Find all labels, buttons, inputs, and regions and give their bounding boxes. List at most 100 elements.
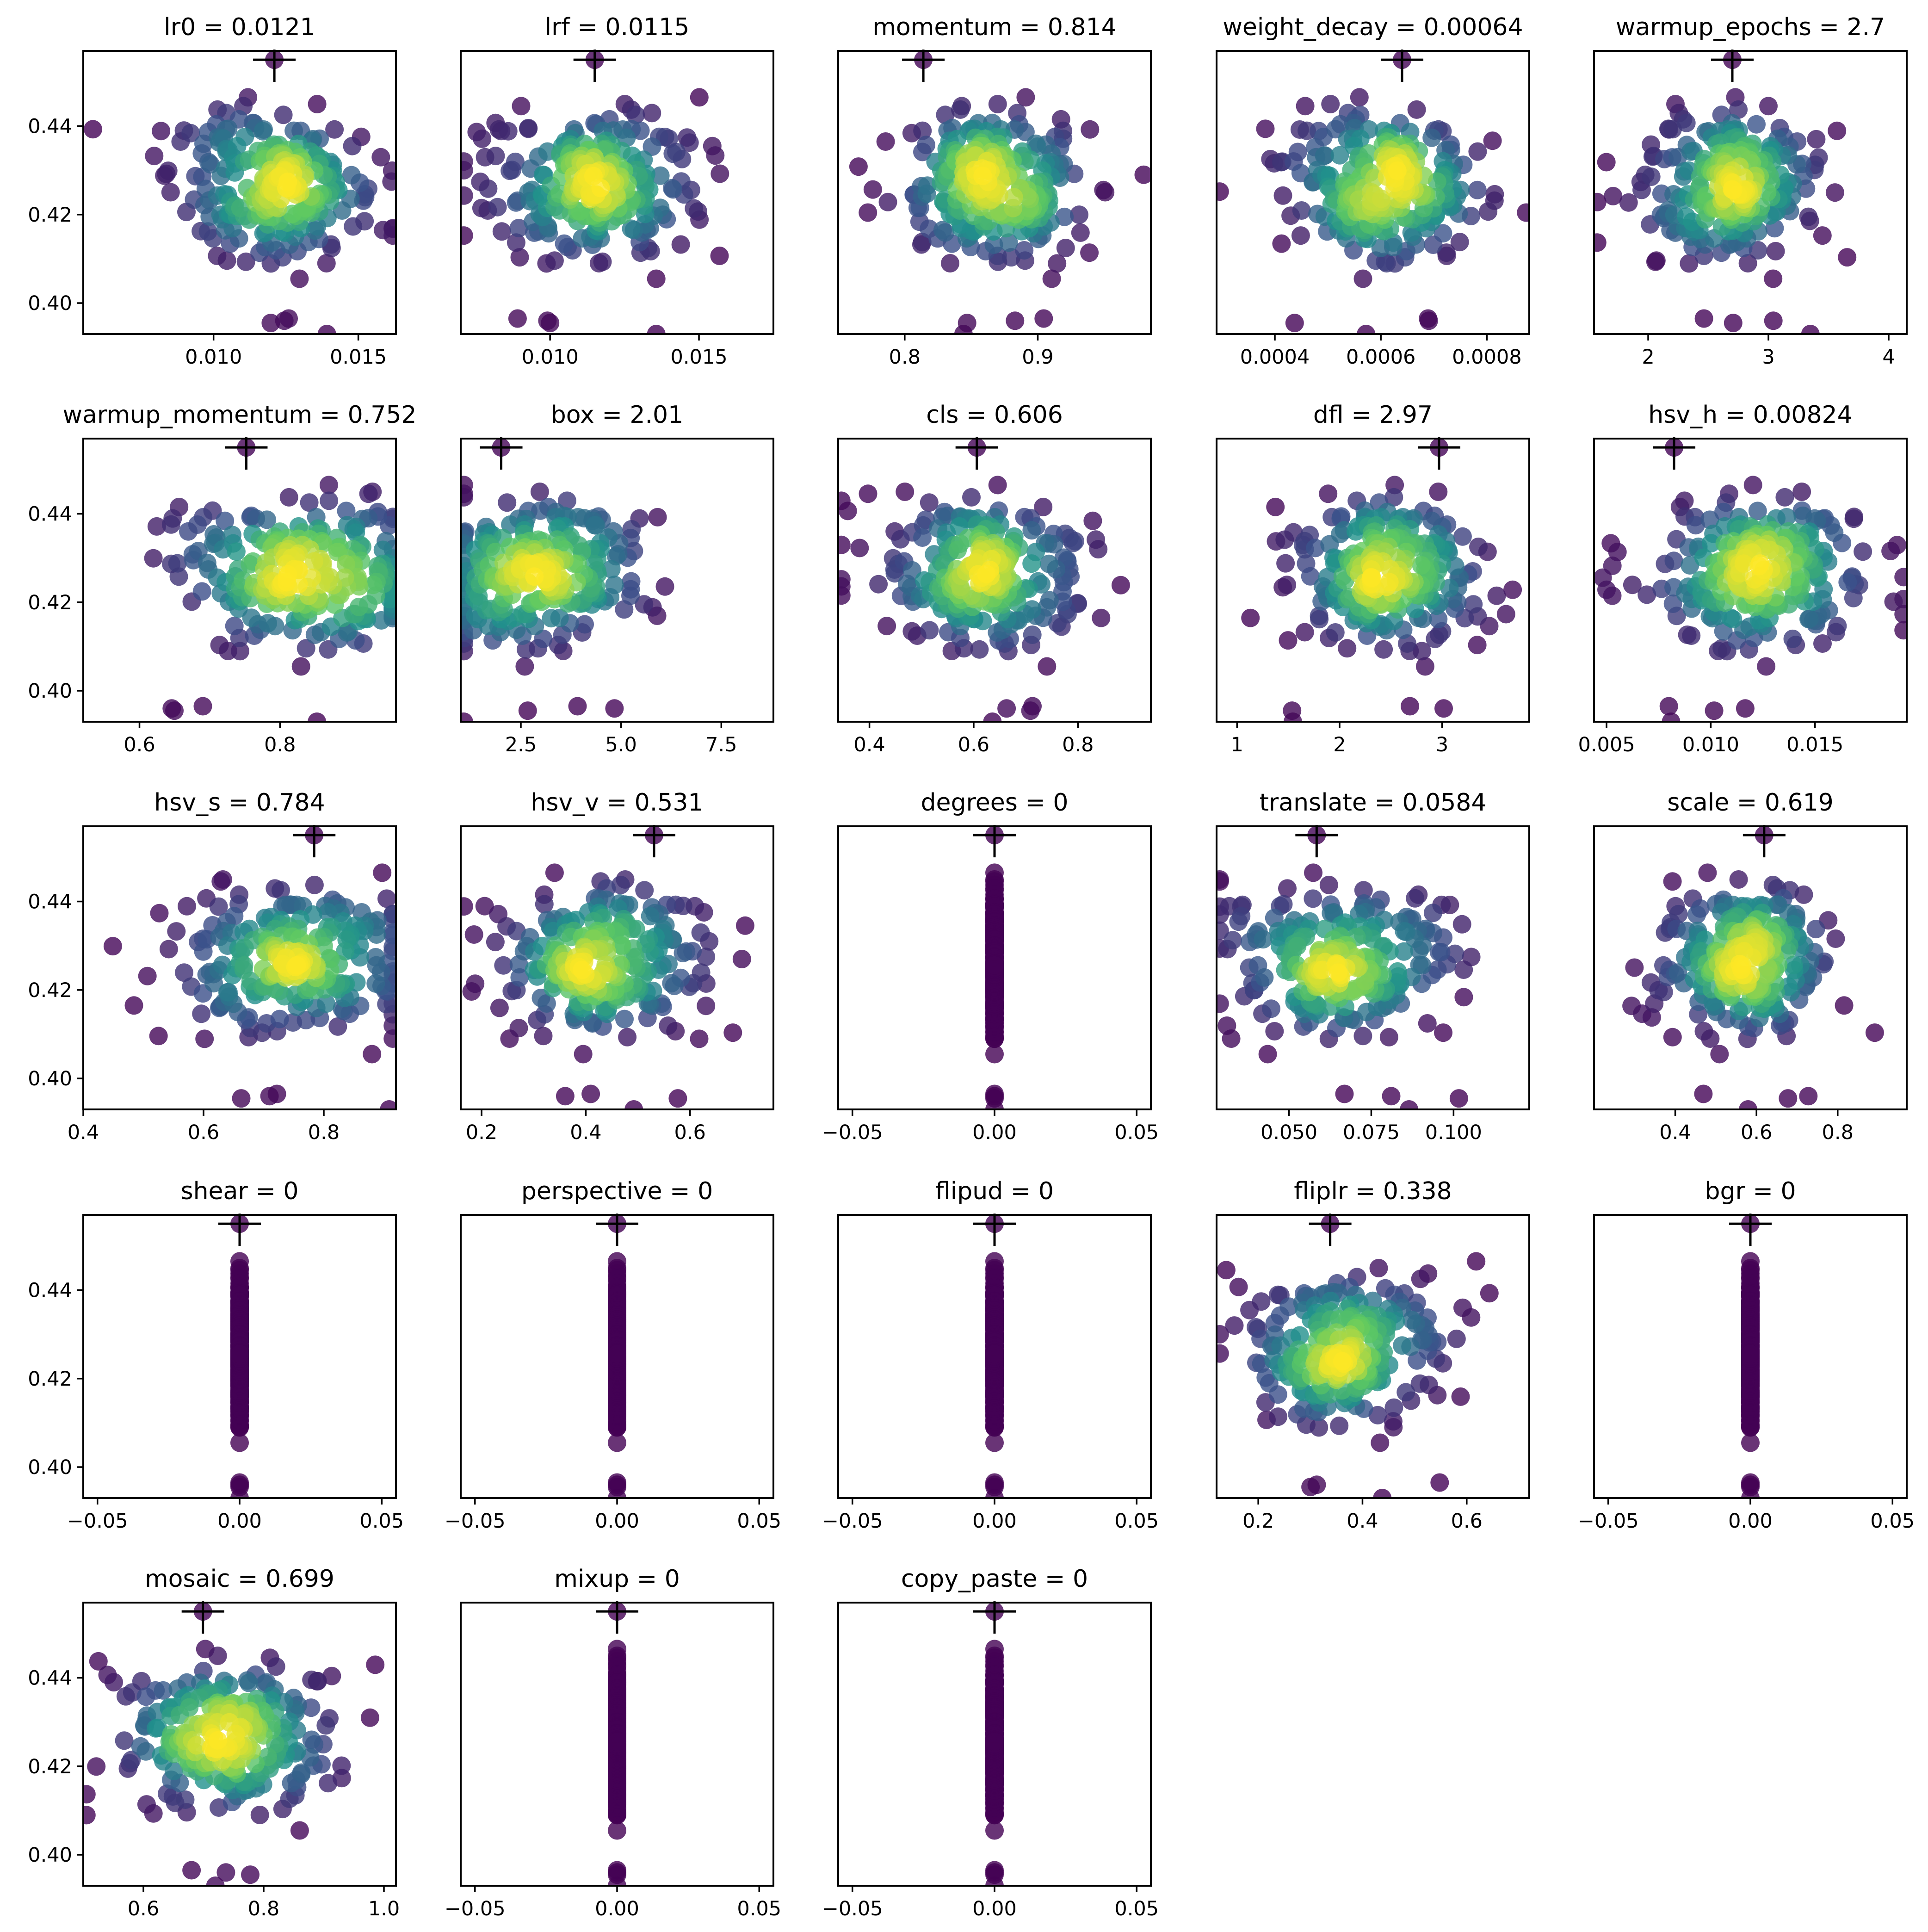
scatter-point (1663, 1028, 1682, 1046)
x-tick-label: 0.2 (466, 1121, 497, 1144)
x-tick-label: 0.05 (1114, 1510, 1159, 1533)
subplot-title: momentum = 0.814 (872, 13, 1117, 41)
scatter-point (103, 937, 122, 956)
scatter-point (1022, 521, 1041, 540)
scatter-point (1285, 314, 1304, 333)
scatter-point (290, 269, 309, 288)
scatter-point (876, 132, 895, 151)
scatter-point (1799, 207, 1818, 226)
scatter-point (534, 1027, 553, 1046)
plot-frame (1593, 825, 1908, 1110)
scatter-point (1229, 1277, 1248, 1296)
x-tick-label: 0.0006 (1346, 346, 1415, 369)
x-tick-label: 0.00 (972, 1510, 1017, 1533)
scatter-point (1335, 1084, 1354, 1103)
plot-frame (460, 50, 774, 335)
scatter-point (343, 136, 362, 155)
scatter-point (1410, 1374, 1429, 1393)
x-tick-label: 0.4 (68, 1121, 99, 1144)
scatter-point (1825, 523, 1844, 542)
subplot-title: lrf = 0.0115 (545, 13, 690, 41)
scatter-point (1623, 576, 1642, 594)
scatter-point (1452, 915, 1471, 934)
scatter-point (1055, 207, 1074, 226)
scatter-points (1217, 51, 1529, 334)
scatter-point (219, 983, 238, 1002)
scatter-point (1479, 202, 1498, 221)
scatter-point (1464, 595, 1483, 614)
scatter-point (475, 897, 494, 916)
scatter-point (1395, 922, 1414, 941)
scatter-point (1269, 1407, 1287, 1426)
subplot-6: box = 2.012.5 5.0 7.5 (460, 401, 774, 756)
scatter-point (977, 564, 996, 583)
scatter-point (518, 701, 537, 720)
scatter-point (988, 95, 1007, 113)
scatter-point (1368, 1406, 1387, 1424)
scatter-point (124, 996, 143, 1015)
subplot-19: bgr = 0−0.05 0.00 0.05 (1578, 1177, 1915, 1533)
scatter-point (147, 517, 166, 536)
scatter-point (985, 1045, 1004, 1064)
scatter-point (274, 105, 293, 124)
scatter-point (608, 1433, 626, 1452)
scatter-point (1724, 314, 1743, 333)
x-tick-label: 0.010 (522, 346, 579, 369)
scatter-point (1894, 621, 1907, 640)
scatter-point (1022, 554, 1041, 573)
scatter-point (1307, 1475, 1326, 1494)
scatter-point (380, 1100, 396, 1109)
y-tick-label: 0.40 (28, 292, 72, 315)
x-tick-label: 5.0 (605, 733, 636, 756)
scatter-point (509, 219, 528, 237)
scatter-point (635, 595, 654, 614)
scatter-point (545, 251, 564, 270)
x-tick-label: 0.0004 (1240, 346, 1310, 369)
scatter-point (593, 252, 612, 271)
scatter-point (1217, 1016, 1236, 1035)
scatter-point (198, 222, 217, 241)
scatter-point (1330, 146, 1349, 165)
scatter-point (278, 568, 296, 587)
scatter-point (149, 1027, 168, 1046)
scatter-point (1682, 626, 1701, 645)
scatter-point (1480, 1284, 1499, 1303)
scatter-point (150, 904, 169, 923)
scatter-point (973, 167, 992, 186)
x-tick-label: 0.05 (359, 1510, 404, 1533)
y-tick-label: 0.40 (28, 1456, 72, 1479)
x-tick-label: 0.4 (1659, 1121, 1691, 1144)
scatter-point (1801, 325, 1820, 334)
scatter-point (1217, 994, 1229, 1013)
scatter-point (1350, 88, 1369, 107)
scatter-point (1766, 242, 1785, 260)
scatter-point (1828, 121, 1847, 140)
scatter-point (287, 956, 306, 975)
plot-frame (460, 438, 774, 723)
scatter-point (236, 252, 255, 271)
x-tick-label: −0.05 (67, 1510, 128, 1533)
x-tick-label: 1 (1231, 733, 1243, 756)
scatter-point (1258, 1045, 1277, 1064)
plot-frame (1593, 438, 1908, 723)
scatter-point (209, 897, 228, 916)
y-tick-label: 0.42 (28, 979, 72, 1002)
x-tick-label: 0.050 (1261, 1121, 1317, 1144)
scatter-point (228, 137, 247, 156)
scatter-point (1705, 701, 1724, 720)
scatter-point (1353, 1027, 1372, 1046)
scatter-point (703, 136, 722, 155)
scatter-point (1333, 1352, 1352, 1371)
scatter-point (473, 129, 492, 148)
scatter-point (1034, 309, 1053, 328)
x-tick-label: 0.010 (185, 346, 242, 369)
x-tick-label: 0.8 (264, 733, 296, 756)
scatter-point (1799, 1087, 1818, 1106)
scatter-point (920, 621, 939, 640)
scatter-point (662, 974, 681, 993)
scatter-point (193, 697, 212, 716)
